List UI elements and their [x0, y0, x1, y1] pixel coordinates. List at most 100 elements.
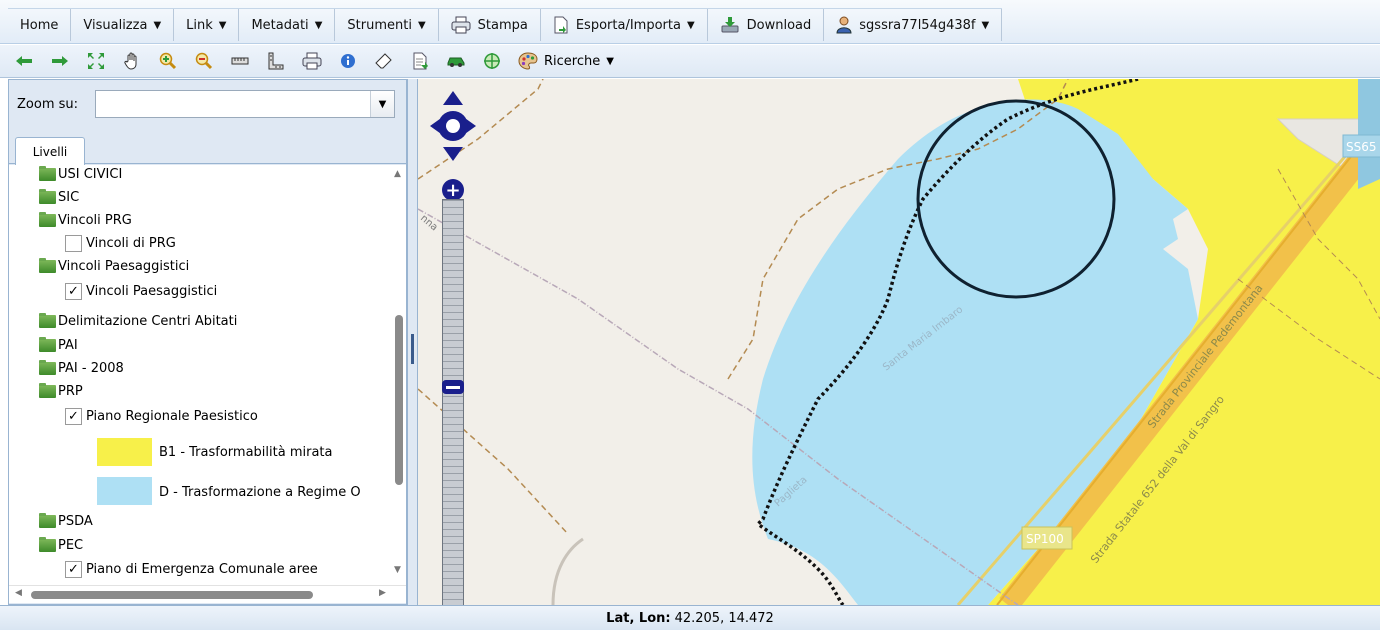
zoom-in-button[interactable]: + [442, 179, 464, 201]
scroll-down-icon[interactable]: ▼ [394, 565, 401, 575]
tree-node-piano-regionale[interactable]: ✓ Piano Regionale Paesistico [65, 406, 258, 426]
horizontal-scrollbar[interactable]: ◀ ▶ [9, 585, 406, 603]
menu-strumenti[interactable]: Strumenti ▼ [335, 9, 439, 41]
measure-area-icon[interactable] [266, 51, 286, 71]
measure-ruler-icon[interactable] [230, 51, 250, 71]
layer-folder-icon [39, 165, 56, 181]
scroll-left-icon[interactable]: ◀ [15, 588, 22, 598]
menu-stampa[interactable]: Stampa [439, 9, 541, 41]
menu-metadati[interactable]: Metadati ▼ [239, 9, 336, 41]
tree-node-pai-2008[interactable]: PAI - 2008 [39, 358, 124, 378]
document-icon[interactable] [410, 51, 430, 71]
tree-node-piano-emergenza[interactable]: ✓ Piano di Emergenza Comunale aree [65, 559, 318, 579]
panel-splitter[interactable] [407, 79, 418, 605]
latlon-value: 42.205, 14.472 [674, 610, 774, 626]
layer-folder-icon [39, 257, 56, 273]
tree-node-sic[interactable]: SIC [39, 187, 79, 207]
label-sp100: SP100 [1026, 532, 1064, 546]
pan-control [430, 91, 476, 161]
scroll-up-icon[interactable]: ▲ [394, 169, 401, 179]
info-icon[interactable] [338, 51, 358, 71]
scroll-right-icon[interactable]: ▶ [379, 588, 386, 598]
tree-node-label: Delimitazione Centri Abitati [58, 313, 238, 329]
tab-livelli-label: Livelli [32, 144, 68, 159]
tree-node-psda[interactable]: PSDA [39, 511, 93, 531]
menu-home[interactable]: Home [8, 9, 72, 41]
layer-tree: USI CIVICI SIC Vincoli PRG Vincoli di PR… [9, 165, 392, 585]
download-icon [721, 17, 739, 33]
zoom-combo[interactable]: ▼ [95, 90, 395, 118]
scroll-thumb[interactable] [31, 591, 313, 599]
layer-folder-icon [39, 211, 56, 227]
zoom-label: Zoom su: [17, 97, 79, 112]
zoom-slider-handle[interactable] [442, 380, 464, 394]
chevron-down-icon: ▼ [686, 19, 695, 31]
tree-node-label: Vincoli Paesaggistici [86, 283, 218, 299]
zoom-slider[interactable] [442, 199, 464, 605]
tree-node-prp[interactable]: PRP [39, 381, 83, 401]
tree-node-vincoli-paesaggistici-layer[interactable]: ✓ Vincoli Paesaggistici [65, 281, 217, 301]
chevron-down-icon[interactable]: ▼ [370, 91, 394, 117]
chevron-down-icon: ▼ [981, 19, 990, 31]
chevron-down-icon: ▼ [218, 19, 227, 31]
menu-home-label: Home [20, 17, 59, 33]
zoom-row: Zoom su: ▼ [9, 80, 406, 132]
pan-up-icon [443, 91, 463, 105]
eraser-icon[interactable] [374, 51, 394, 71]
road-strada-provinciale [956, 123, 1375, 605]
layer-checkbox[interactable]: ✓ [65, 560, 82, 578]
print-icon[interactable] [302, 51, 322, 71]
road-ss65 [1358, 79, 1380, 189]
tree-node-label: PAI [58, 337, 78, 353]
layer-folder-icon [39, 536, 56, 552]
tree-node-vincoli-prg[interactable]: Vincoli PRG [39, 210, 132, 230]
layer-checkbox[interactable]: ✓ [65, 282, 82, 300]
tree-node-label: Vincoli Paesaggistici [58, 258, 190, 274]
zoom-input[interactable] [96, 91, 366, 117]
tree-node-pai[interactable]: PAI [39, 335, 78, 355]
arrow-right-icon[interactable] [50, 51, 70, 71]
road-minor [551, 537, 584, 605]
trail-path [418, 79, 544, 180]
tree-node-pec[interactable]: PEC [39, 535, 83, 555]
pan-down-icon [443, 147, 463, 161]
layer-folder-icon [39, 336, 56, 352]
map-canvas: SP100 SS65 Strada Provinciale Pedemontan… [418, 79, 1380, 605]
tree-node-vincoli-di-prg[interactable]: Vincoli di PRG [65, 233, 176, 253]
map-view[interactable]: SP100 SS65 Strada Provinciale Pedemontan… [418, 79, 1380, 605]
tab-strip: Livelli [9, 132, 406, 165]
tree-node-vincoli-paesaggistici[interactable]: Vincoli Paesaggistici [39, 256, 189, 276]
layer-checkbox[interactable] [65, 234, 82, 252]
layer-folder-icon [39, 512, 56, 528]
pan-hand-icon[interactable] [122, 51, 142, 71]
menu-stampa-label: Stampa [477, 17, 528, 33]
tree-node-delimitazione[interactable]: Delimitazione Centri Abitati [39, 311, 237, 331]
tree-node-usi-civici[interactable]: USI CIVICI [39, 165, 122, 184]
car-icon[interactable] [446, 51, 466, 71]
menu-user[interactable]: sgssra77l54g438f ▼ [824, 9, 1003, 41]
railway-line [418, 208, 1019, 605]
scroll-thumb[interactable] [395, 315, 403, 485]
tab-livelli[interactable]: Livelli [15, 137, 85, 165]
menu-esporta-importa[interactable]: Esporta/Importa ▼ [541, 9, 708, 41]
menu-link[interactable]: Link ▼ [174, 9, 240, 41]
zone-b1-area [988, 79, 1380, 605]
zoom-in-icon[interactable] [158, 51, 178, 71]
printer-icon [451, 16, 471, 34]
menu-visualizza[interactable]: Visualizza ▼ [71, 9, 175, 41]
vertical-scrollbar[interactable]: ▲ ▼ [392, 165, 406, 585]
pan-zoom-control: + [428, 89, 480, 605]
zoom-out-icon[interactable] [194, 51, 214, 71]
ricerche-menu[interactable]: Ricerche ▼ [518, 52, 614, 70]
arrow-left-icon[interactable] [14, 51, 34, 71]
crosshair-icon[interactable] [482, 51, 502, 71]
menu-download[interactable]: Download [708, 9, 825, 41]
menu-metadati-label: Metadati [251, 17, 309, 33]
layers-panel: Zoom su: ▼ Livelli USI CIVICI SIC Vincol… [8, 79, 407, 605]
highlight-circle [916, 99, 1116, 299]
layer-checkbox[interactable]: ✓ [65, 407, 82, 425]
full-extent-icon[interactable] [86, 51, 106, 71]
chevron-down-icon: ▼ [606, 55, 614, 67]
splitter-grip[interactable] [411, 334, 414, 364]
zone-d-area [752, 99, 1198, 605]
